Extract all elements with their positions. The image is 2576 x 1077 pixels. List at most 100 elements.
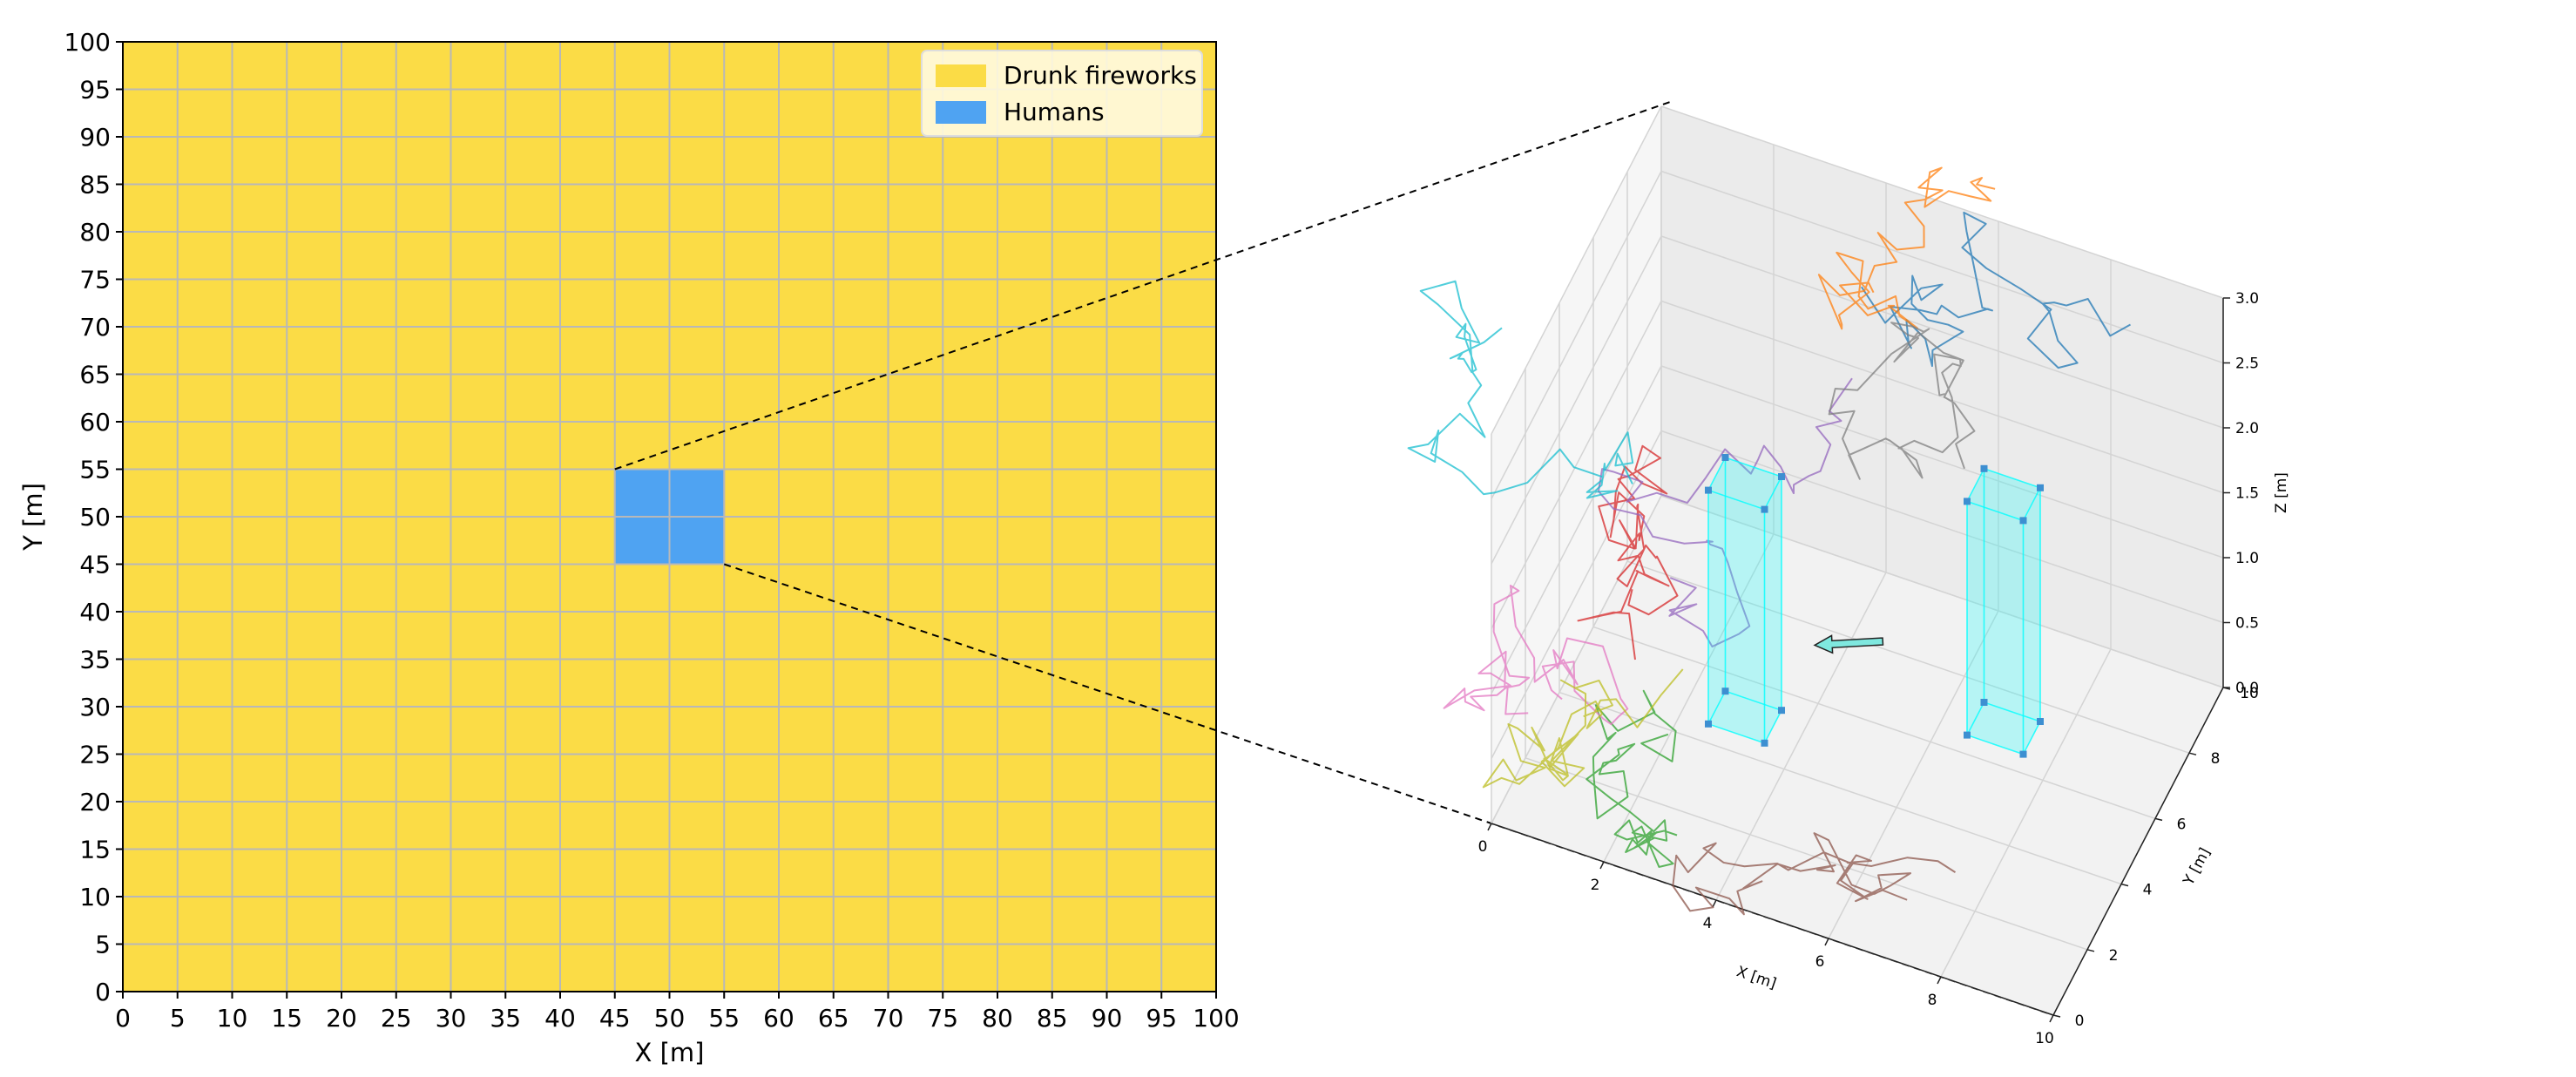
- human-0-vertex: [1721, 454, 1729, 461]
- map-y-axis-label: Y [m]: [18, 483, 48, 552]
- trajectory-0: [1860, 211, 2131, 369]
- y-tick-label: 35: [79, 646, 111, 674]
- legend-swatch-fireworks: [936, 64, 986, 87]
- trajectory-5: [1672, 832, 1957, 916]
- z3d-tick-label: 1.0: [2235, 550, 2259, 567]
- y-tick-label: 30: [79, 693, 111, 721]
- y-tick-label: 75: [79, 266, 111, 295]
- grid-line-3d: [1626, 560, 2190, 754]
- y3d-tick-label: 6: [2177, 816, 2187, 833]
- x3d-tick-label: 8: [1928, 992, 1937, 1009]
- x-tick-label: 5: [170, 1004, 186, 1033]
- y-tick-label: 85: [79, 171, 111, 200]
- x-tick-label: 25: [381, 1004, 412, 1033]
- grid-line-3d: [1491, 495, 1662, 824]
- human-1-face: [1966, 468, 1985, 735]
- x3d-tick-label: 10: [2035, 1030, 2054, 1047]
- x3d-tick-mark: [1599, 861, 1605, 870]
- trajectory-1: [1817, 166, 1996, 330]
- y-tick-label: 5: [95, 931, 111, 959]
- grid-line-3d: [1660, 365, 2224, 559]
- human-1-vertex: [1980, 464, 1988, 472]
- x3d-tick-mark: [1824, 938, 1829, 946]
- human-1-vertex: [1980, 699, 1988, 706]
- human-0-vertex: [1721, 688, 1729, 695]
- y-tick-label: 65: [79, 361, 111, 389]
- direction-arrow-shape: [1813, 634, 1884, 654]
- human-1-vertex: [1964, 498, 1971, 505]
- human-0-face: [1707, 457, 1727, 725]
- trajectory-6: [1443, 585, 1629, 726]
- y-tick-label: 45: [79, 551, 111, 579]
- grid-line-3d: [1491, 430, 1662, 759]
- x3d-tick-label: 6: [1815, 953, 1825, 971]
- y3d-tick-mark: [2188, 752, 2197, 755]
- trajectory-3: [1577, 444, 1679, 660]
- trajectory-4: [1597, 377, 1853, 648]
- y-tick-label: 50: [79, 503, 111, 532]
- x-tick-label: 55: [708, 1004, 740, 1033]
- z3d-tick-label: 1.5: [2235, 485, 2259, 503]
- grid-line-3d: [1660, 430, 2224, 624]
- human-0-vertex: [1705, 720, 1712, 728]
- x-tick-label: 0: [115, 1004, 131, 1033]
- human-0-vertex: [1705, 486, 1712, 494]
- human-1-vertex: [2019, 517, 2027, 525]
- grid-line-3d: [1491, 235, 1662, 565]
- y-tick-label: 20: [79, 788, 111, 816]
- z3d-tick-label: 2.0: [2235, 420, 2259, 437]
- trajectory-9: [1407, 280, 1634, 499]
- legend-swatch-humans: [936, 101, 986, 124]
- grid-line-3d: [1828, 610, 1999, 939]
- x-tick-label: 85: [1037, 1004, 1068, 1033]
- y-tick-label: 90: [79, 123, 111, 152]
- human-boxes: [1705, 454, 2044, 758]
- y-tick-label: 0: [95, 978, 111, 1006]
- y-tick-label: 15: [79, 836, 111, 864]
- x3d-tick-label: 0: [1478, 838, 1488, 856]
- direction-arrow: [1813, 634, 1884, 654]
- y-tick-label: 60: [79, 408, 111, 437]
- x3d-tick-mark: [1937, 976, 1942, 985]
- x3d-tick-mark: [2049, 1014, 2054, 1023]
- grid-line-3d: [1660, 235, 2224, 429]
- y-tick-label: 55: [79, 456, 111, 484]
- connector-top: [614, 101, 1671, 471]
- grid-line-3d: [1660, 170, 2224, 364]
- x3d-tick-mark: [1712, 899, 1717, 908]
- human-0-vertex: [1778, 473, 1785, 480]
- x-tick-label: 30: [436, 1004, 467, 1033]
- map-chart-2d: 0 5 10 15 20 25 30 35 40 45 50 55 60 65 70 75 80 85 90 95 10…: [18, 28, 1240, 1067]
- human-1-vertex: [1964, 731, 1971, 739]
- human-0-vertex: [1761, 505, 1768, 513]
- x-tick-label: 80: [982, 1004, 1013, 1033]
- legend-label-fireworks: Drunk fireworks: [1004, 61, 1197, 90]
- x-tick-label: 70: [873, 1004, 904, 1033]
- x-tick-label: 10: [217, 1004, 248, 1033]
- grid-line-3d: [1592, 626, 2156, 820]
- grid-line-3d: [1491, 365, 1662, 694]
- y3d-tick-mark: [2052, 1014, 2061, 1018]
- y-axis-line: [2052, 687, 2224, 1016]
- grid-line-3d: [1558, 691, 2122, 885]
- human-1-vertex: [2037, 484, 2044, 491]
- grid-line-3d: [1940, 648, 2112, 978]
- z3d-tick-label: 3.0: [2235, 290, 2259, 308]
- x3d-tick-label: 4: [1703, 915, 1713, 932]
- z3d-tick-label: 0.0: [2235, 680, 2259, 697]
- map-legend: Drunk fireworks Humans: [921, 50, 1203, 137]
- grid-line-3d: [1660, 300, 2224, 494]
- grid-line-3d: [1491, 105, 1662, 435]
- y3d-tick-label: 2: [2109, 947, 2119, 965]
- humans-area-grid: [613, 468, 726, 566]
- x-tick-label: 40: [544, 1004, 576, 1033]
- grid-line-3d: [1525, 757, 2088, 951]
- human-0-vertex: [1761, 739, 1768, 747]
- y3d-tick-label: 8: [2211, 750, 2221, 768]
- x-tick-label: 35: [490, 1004, 521, 1033]
- y3d-tick-mark: [2120, 883, 2129, 887]
- human-0-vertex: [1778, 707, 1785, 715]
- y-tick-label: 10: [79, 883, 111, 911]
- trajectory-2: [1585, 689, 1678, 868]
